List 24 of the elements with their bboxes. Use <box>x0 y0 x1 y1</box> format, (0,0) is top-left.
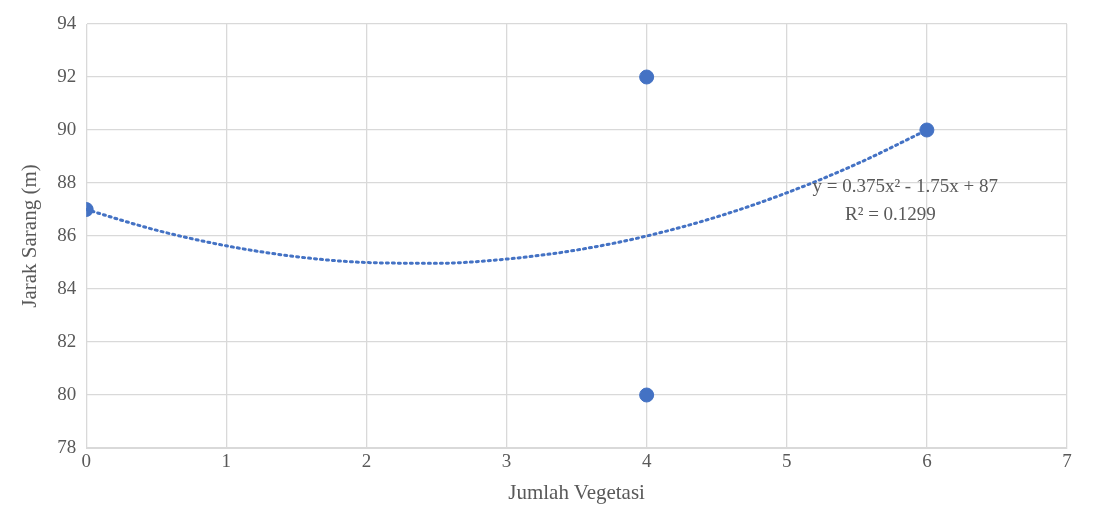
point <box>919 122 935 138</box>
y-tick-label: 92 <box>57 64 77 86</box>
y-axis-title: Jarak Sarang (m) <box>17 164 42 308</box>
point <box>639 387 655 403</box>
x-axis-title: Jumlah Vegetasi <box>508 479 646 504</box>
y-tick-label: 82 <box>57 329 77 351</box>
annotation: y = 0.375x² - 1.75x + 87 <box>812 175 998 197</box>
x-tick-label: 3 <box>501 450 512 472</box>
x-tick-label: 0 <box>81 450 91 472</box>
point <box>639 69 655 85</box>
x-tick-label: 4 <box>641 450 652 472</box>
y-tick-label: 84 <box>57 276 77 298</box>
y-tick-label: 90 <box>57 117 77 139</box>
y-tick-label: 86 <box>57 223 77 245</box>
y-tick-label: 78 <box>57 435 77 457</box>
x-tick-label: 6 <box>922 450 932 472</box>
x-tick-label: 7 <box>1062 450 1072 472</box>
x-tick-label: 1 <box>221 450 232 472</box>
x-tick-label: 2 <box>361 450 372 472</box>
y-tick-label: 94 <box>57 11 77 33</box>
y-tick-label: 80 <box>57 382 77 404</box>
x-tick-label: 5 <box>782 450 792 472</box>
annotation: R² = 0.1299 <box>845 202 936 224</box>
y-tick-label: 88 <box>57 170 77 192</box>
